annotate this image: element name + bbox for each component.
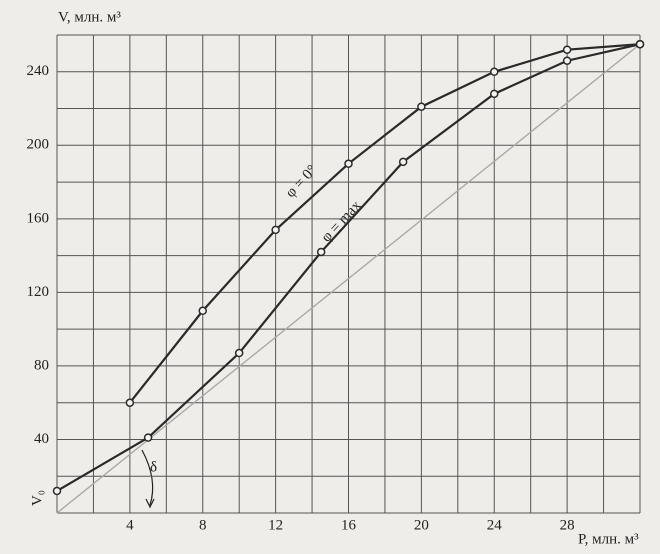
y-tick-label: 200 (27, 137, 50, 153)
y-tick-label: 80 (34, 357, 49, 373)
point (562, 45, 572, 54)
point (125, 398, 135, 407)
y-tick-label: 40 (34, 431, 49, 447)
x-tick-label: 4 (126, 517, 134, 533)
point (52, 486, 62, 496)
point (143, 433, 153, 442)
x-axis-label: P, млн. м³ (578, 531, 639, 547)
point (490, 67, 499, 77)
point (316, 247, 326, 257)
y-tick-label: 160 (27, 210, 50, 226)
series-line (56, 43, 641, 514)
angle-arrow (145, 498, 155, 509)
angle-arc (141, 449, 154, 506)
point (417, 102, 426, 111)
point (398, 157, 408, 167)
y-axis-label: V, млн. м³ (58, 9, 121, 25)
point (271, 225, 280, 235)
point (562, 56, 572, 65)
x-tick-label: 16 (341, 517, 357, 533)
point (344, 159, 353, 168)
annotation: δ (150, 459, 157, 475)
y-tick-label: 120 (27, 284, 50, 300)
x-tick-label: 28 (560, 517, 575, 533)
y-tick-label: 240 (27, 63, 50, 79)
x-tick-label: 12 (268, 517, 283, 533)
x-tick-label: 24 (487, 517, 503, 533)
series-line (56, 43, 641, 492)
x-tick-label: 8 (199, 517, 207, 533)
annotation: V₀ (29, 490, 45, 506)
point (490, 89, 499, 99)
series-line (129, 43, 641, 404)
point (635, 39, 645, 49)
point (234, 348, 244, 358)
point (198, 306, 207, 316)
x-tick-label: 20 (414, 517, 429, 533)
